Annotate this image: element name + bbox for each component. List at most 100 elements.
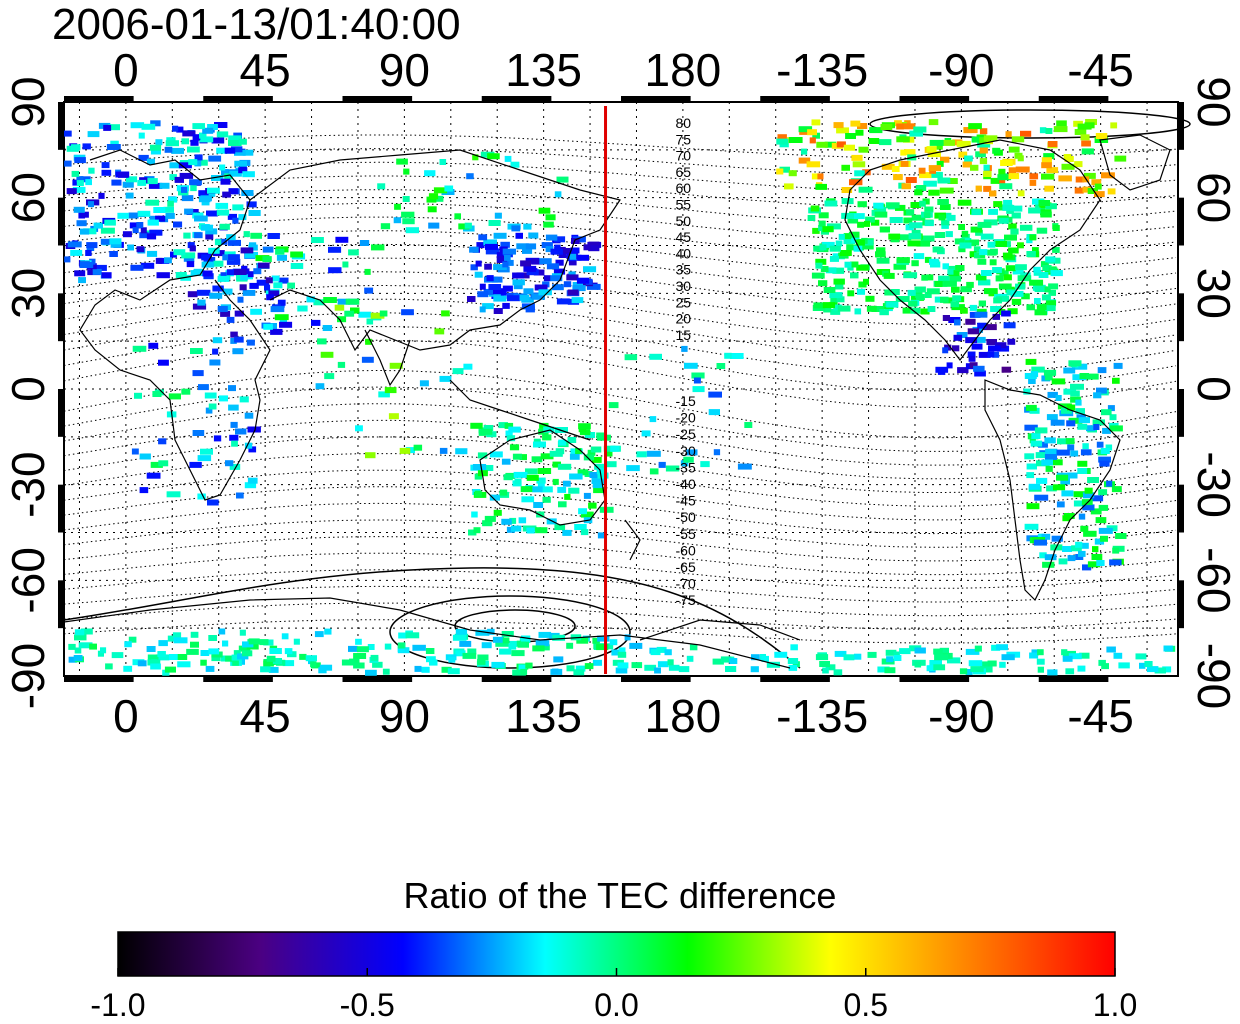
tec-cell [149,144,162,151]
tec-cell [934,281,943,287]
tec-cell [953,334,963,341]
tec-cell [970,226,983,233]
tec-cell [650,649,661,656]
colorbar-ticks: -1.0 -0.5 0.0 0.5 1.0 [90,968,1137,1023]
tec-cell [214,239,222,246]
tec-cell [1092,546,1099,553]
tec-cell [470,264,478,271]
lon-tick-label-top: -45 [1067,44,1133,96]
tec-cell [523,223,532,230]
tec-cell [1100,535,1108,542]
tec-cell [1060,478,1070,485]
tec-cell [538,631,552,638]
tec-cell [1030,440,1043,447]
tec-cell [668,664,680,671]
tec-cell [246,201,257,208]
tec-cell [824,141,837,148]
tec-cell [1034,286,1046,292]
tec-cell [219,223,230,230]
tec-cell [158,359,169,366]
tec-cell [80,211,89,218]
tec-cell [1093,424,1100,430]
tec-cell [424,170,436,177]
lon-tick-label-top: -135 [776,44,868,96]
tec-cell [250,308,262,315]
tec-cell [1074,161,1083,168]
tec-cell [835,296,845,303]
tec-cell [1010,205,1023,212]
tec-cell [556,176,569,183]
frame-band [64,96,134,102]
tec-cell [224,173,233,180]
tec-cell [208,648,220,655]
tec-cell [541,242,553,249]
contour-line [63,619,1177,644]
tec-cell [684,362,698,369]
tec-cell [960,307,968,314]
tec-cell [231,654,242,661]
tec-cell [583,454,595,461]
coastline [639,619,801,641]
tec-cell [1046,167,1059,174]
tec-cell [1034,494,1049,501]
tec-cell [811,173,821,180]
tec-cell [227,239,241,246]
tec-cell [477,291,489,298]
tec-cell [217,306,228,312]
tec-cell [242,149,254,156]
tec-cell [493,232,507,239]
frame-band [58,389,64,437]
tec-cell [835,283,844,290]
tec-cell [270,306,285,313]
frame-band [899,96,970,102]
tec-cell [976,336,986,343]
frame-band [1178,197,1184,246]
tec-cell [861,243,874,250]
tec-cell [841,212,854,219]
tec-cell [477,654,489,661]
tec-cell [693,377,701,384]
tec-cell [552,284,564,291]
tec-cell [567,289,579,296]
tec-cell [322,325,333,331]
tec-cell [893,655,902,661]
tec-cell [219,164,226,171]
tec-cell [474,271,483,278]
contour-line [63,243,1177,292]
tec-cell [1028,378,1036,384]
tec-cell [1105,444,1113,451]
tec-cell [617,662,629,669]
tec-cell [815,262,823,269]
lat-tick-label-right: 60 [1188,172,1240,223]
tec-cell [1083,530,1097,537]
tec-cell [948,265,962,272]
tec-cell [505,430,513,437]
lon-tick-label-top: 180 [645,44,722,96]
tec-cell [234,160,247,167]
contour-line [63,175,1177,209]
tec-cell [147,659,161,666]
tec-cell [190,185,197,192]
tec-cell [1071,545,1082,552]
tec-cell [1008,146,1020,153]
tec-cell [664,649,672,656]
tec-cell [479,306,486,313]
tec-cell [592,482,603,489]
tec-cell [207,187,220,194]
tec-cell [259,639,269,646]
tec-cell [571,297,584,304]
tec-cell [155,139,163,146]
frame-band [621,96,691,102]
tec-cell [384,643,392,650]
tec-cell [105,663,113,670]
lon-tick-label-top: 0 [113,44,139,96]
tec-cell [931,171,943,178]
tec-cell [199,132,207,139]
tec-cell [198,196,211,203]
tec-cell [939,187,954,194]
tec-cell [665,465,680,472]
contour-label: 65 [676,164,692,180]
tec-cell [1015,264,1027,271]
tec-cell [371,244,385,251]
tec-cell [290,251,303,258]
